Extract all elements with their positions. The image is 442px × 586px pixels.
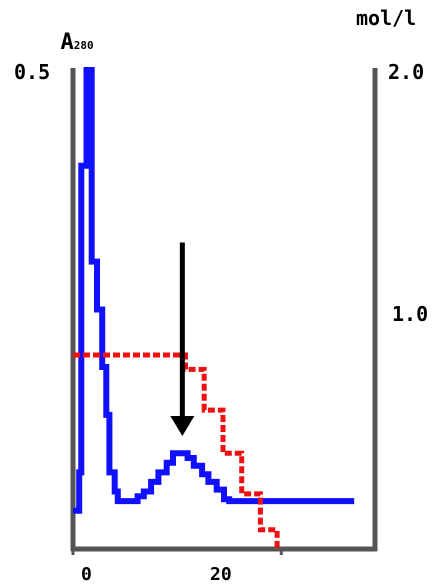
series-line-1 [73,352,280,549]
x-tick-label-20: 20 [210,564,232,585]
right-axis-mid-label: 1.0 [392,302,429,326]
x-tick-label-0: 0 [81,564,92,585]
right-axis-unit: mol/l [356,6,417,30]
plot-area [70,67,378,555]
arrow-head [170,416,195,437]
series-line-0 [73,67,355,514]
left-axis-unit: A280 [60,30,94,55]
right-axis-max-label: 2.0 [388,60,425,84]
left-axis-max-label: 0.5 [14,60,51,84]
